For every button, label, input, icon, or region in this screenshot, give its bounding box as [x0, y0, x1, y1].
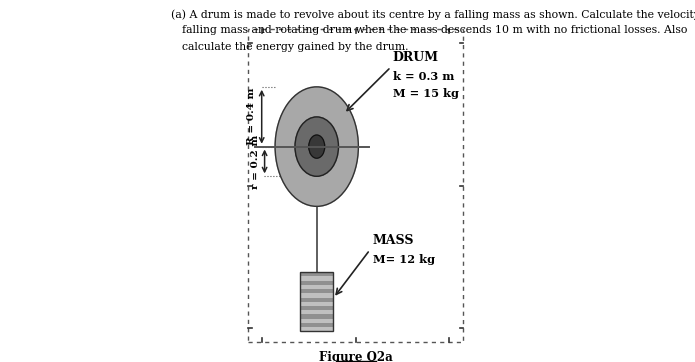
Text: MASS: MASS: [373, 234, 414, 247]
Text: k = 0.3 m: k = 0.3 m: [393, 71, 454, 82]
Bar: [300, 281, 334, 285]
Ellipse shape: [275, 87, 359, 206]
Text: r = 0.2 m: r = 0.2 m: [251, 134, 260, 189]
Bar: [300, 314, 334, 319]
Text: calculate the energy gained by the drum.: calculate the energy gained by the drum.: [181, 42, 408, 52]
Bar: [300, 277, 334, 281]
Bar: [300, 293, 334, 298]
Bar: [300, 310, 334, 314]
Bar: [300, 289, 334, 293]
Text: DRUM: DRUM: [393, 51, 439, 64]
Bar: [300, 298, 334, 302]
Bar: [300, 272, 334, 277]
Bar: [300, 327, 334, 331]
Bar: [248, 29, 464, 342]
Text: Figure Q2a: Figure Q2a: [319, 351, 393, 362]
Bar: [300, 323, 334, 327]
Text: M= 12 kg: M= 12 kg: [373, 254, 435, 265]
Bar: [300, 319, 334, 323]
Text: (a) A drum is made to revolve about its centre by a falling mass as shown. Calcu: (a) A drum is made to revolve about its …: [171, 9, 695, 20]
Bar: [300, 306, 334, 310]
Bar: [300, 302, 334, 306]
Text: R = 0.4 m: R = 0.4 m: [247, 88, 256, 146]
Ellipse shape: [309, 135, 325, 158]
Text: falling mass and rotating drum when the mass descends 10 m with no frictional lo: falling mass and rotating drum when the …: [181, 25, 687, 35]
Bar: [300, 272, 334, 331]
Ellipse shape: [295, 117, 338, 176]
Bar: [300, 285, 334, 289]
Text: M = 15 kg: M = 15 kg: [393, 88, 459, 99]
